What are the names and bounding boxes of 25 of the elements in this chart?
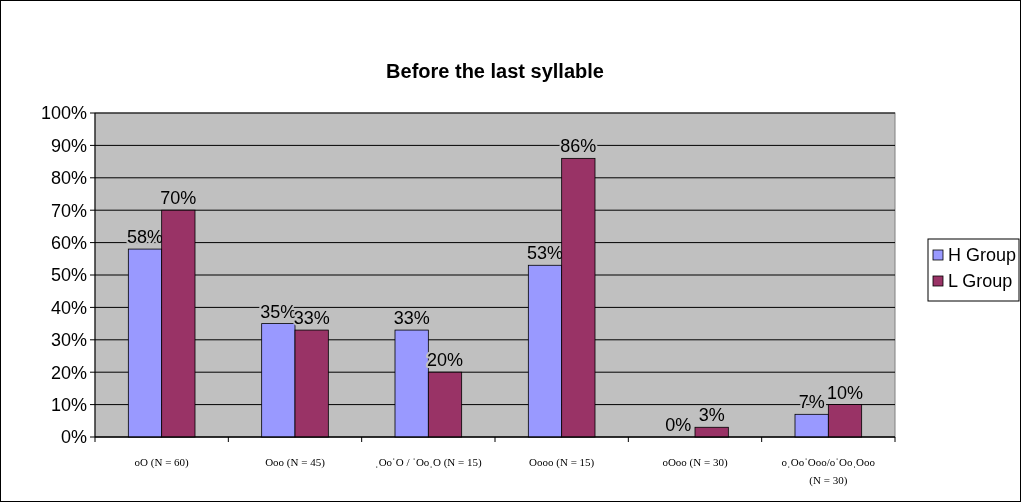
- y-tick-label: 0%: [60, 427, 87, 448]
- text: 70%: [160, 188, 197, 209]
- y-tick-label: 100%: [40, 103, 87, 124]
- x-tick-label: Ooo (N = 45): [265, 456, 326, 469]
- text: 0%: [665, 415, 692, 435]
- text: 3%: [698, 405, 725, 426]
- y-tick-label: 40%: [50, 297, 87, 318]
- y-tick-label: 70%: [50, 200, 87, 221]
- chart-title: Before the last syllable: [386, 60, 604, 82]
- text: 33%: [393, 308, 430, 329]
- x-tick-label: ˌOoˈO / ˈOoˌO (N = 15): [374, 456, 483, 469]
- y-tick-label: 50%: [50, 265, 87, 286]
- text: 10%: [826, 382, 864, 403]
- x-tick-label: Oooo (N = 15): [529, 456, 595, 469]
- y-tick-label: 30%: [50, 330, 87, 351]
- x-tick-label: oˌOoˈOoo/oˈOoˌOoo (N = 30): [781, 456, 876, 487]
- y-tick-label: 90%: [50, 135, 87, 156]
- x-tick-label: oO (N = 60): [134, 456, 190, 469]
- y-tick-label: 80%: [50, 168, 87, 189]
- y-tick-label: 20%: [50, 362, 87, 383]
- y-tick-label: 10%: [50, 394, 87, 415]
- y-tick-label: 60%: [50, 232, 87, 253]
- legend-label: H Group: [948, 245, 1017, 266]
- x-tick-label: oOoo (N = 30): [662, 456, 728, 469]
- legend-label: L Group: [948, 271, 1013, 292]
